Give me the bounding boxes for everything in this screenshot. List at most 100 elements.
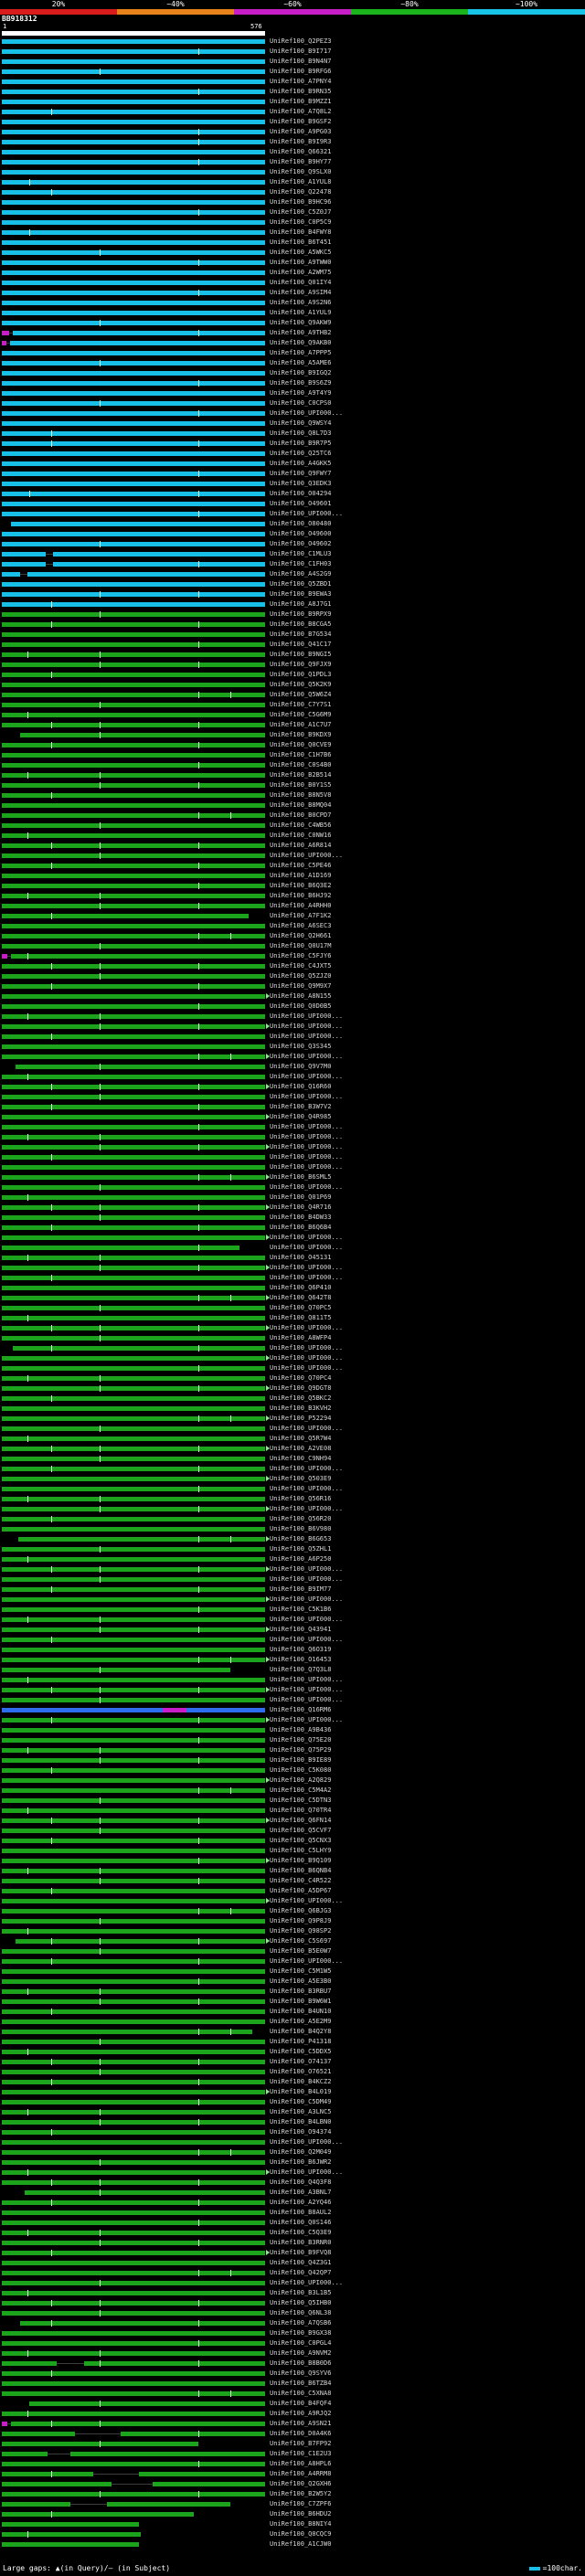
hit-bar-segment[interactable]	[2, 1085, 265, 1089]
hit-bar-segment[interactable]	[2, 1798, 265, 1803]
hit-bar-segment[interactable]	[2, 1467, 265, 1471]
hit-label[interactable]: UniRef100_Q9SLX0	[270, 168, 332, 175]
alignment-row[interactable]: UniRef100_Q1PDL3	[0, 670, 585, 680]
hit-label[interactable]: UniRef100_Q6O319	[270, 1646, 332, 1653]
hit-label[interactable]: UniRef100_C5LHY9	[270, 1847, 332, 1854]
hit-label[interactable]: UniRef100_C5DTN3	[270, 1797, 332, 1804]
alignment-row[interactable]: UniRef100_Q25TC6	[0, 449, 585, 459]
alignment-row[interactable]: UniRef100_UPI000...	[0, 1052, 585, 1062]
hit-label[interactable]: UniRef100_B6HDU2	[270, 2510, 332, 2518]
hit-label[interactable]: UniRef100_Q75P29	[270, 1746, 332, 1754]
hit-label[interactable]: UniRef100_Q9SYV6	[270, 2369, 332, 2377]
hit-bar-segment[interactable]	[2, 2311, 265, 2316]
hit-label[interactable]: UniRef100_Q9DGT8	[270, 1384, 332, 1392]
alignment-row[interactable]: UniRef100_UPI000...	[0, 1122, 585, 1132]
alignment-row[interactable]: UniRef100_Q6FN14	[0, 1816, 585, 1826]
hit-label[interactable]: UniRef100_UPI000...	[270, 1354, 344, 1362]
hit-label[interactable]: UniRef100_Q2H661	[270, 932, 332, 939]
hit-label[interactable]: UniRef100_A9RJQ2	[270, 2410, 332, 2417]
alignment-row[interactable]: UniRef100_Q01IY4	[0, 278, 585, 288]
hit-label[interactable]: UniRef100_B6Q3E2	[270, 882, 332, 889]
alignment-row[interactable]: UniRef100_Q2PEZ3	[0, 37, 585, 47]
alignment-row[interactable]: UniRef100_A9PG03	[0, 127, 585, 137]
alignment-row[interactable]: UniRef100_B4L019	[0, 2087, 585, 2097]
alignment-row[interactable]: UniRef100_Q9P8J9	[0, 1916, 585, 1926]
hit-bar-segment[interactable]	[2, 552, 46, 557]
hit-bar-segment[interactable]	[2, 59, 265, 64]
hit-bar-segment[interactable]	[2, 2391, 265, 2396]
alignment-row[interactable]: UniRef100_Q9SYV6	[0, 2369, 585, 2379]
hit-bar-segment[interactable]	[2, 512, 265, 516]
hit-label[interactable]: UniRef100_Q8L7D3	[270, 429, 332, 437]
hit-label[interactable]: UniRef100_A9PG03	[270, 128, 332, 135]
alignment-row[interactable]: UniRef100_C0S4B0	[0, 760, 585, 770]
alignment-row[interactable]: UniRef100_UPI000...	[0, 1595, 585, 1605]
hit-bar-segment[interactable]	[2, 632, 265, 637]
hit-label[interactable]: UniRef100_B9N4N7	[270, 58, 332, 65]
hit-bar-segment[interactable]	[2, 1979, 265, 1984]
alignment-row[interactable]: UniRef100_A9TWW0	[0, 258, 585, 268]
alignment-row[interactable]: UniRef100_B4LBN0	[0, 2117, 585, 2127]
hit-bar-segment[interactable]	[2, 2462, 265, 2466]
alignment-row[interactable]: UniRef100_C4WB56	[0, 821, 585, 831]
hit-label[interactable]: UniRef100_Q5IHB0	[270, 2299, 332, 2306]
hit-label[interactable]: UniRef100_P52294	[270, 1415, 332, 1422]
hit-label[interactable]: UniRef100_B6HJ92	[270, 892, 332, 899]
hit-bar-segment[interactable]	[2, 1688, 265, 1692]
hit-bar-segment[interactable]	[2, 140, 265, 144]
hit-bar-segment[interactable]	[2, 974, 265, 979]
alignment-row[interactable]: UniRef100_B8N5V8	[0, 790, 585, 800]
alignment-row[interactable]: UniRef100_A4S2G9	[0, 569, 585, 579]
alignment-row[interactable]: UniRef100_A9SN21	[0, 2419, 585, 2429]
hit-bar-segment[interactable]	[2, 1577, 265, 1582]
alignment-row[interactable]: UniRef100_B0Y1S5	[0, 780, 585, 790]
alignment-row[interactable]: UniRef100_UPI000...	[0, 1464, 585, 1474]
hit-bar-segment[interactable]	[2, 693, 265, 697]
hit-bar-segment[interactable]	[2, 602, 265, 607]
alignment-row[interactable]: UniRef100_UPI000...	[0, 1564, 585, 1574]
alignment-row[interactable]: UniRef100_B9RPX9	[0, 610, 585, 620]
alignment-row[interactable]: UniRef100_Q5R7W4	[0, 1434, 585, 1444]
alignment-row[interactable]: UniRef100_UPI000...	[0, 1072, 585, 1082]
hit-label[interactable]: UniRef100_B6T451	[270, 239, 332, 246]
hit-bar-segment[interactable]	[2, 813, 265, 818]
hit-bar-segment[interactable]	[2, 1497, 265, 1501]
hit-label[interactable]: UniRef100_O74137	[270, 2058, 332, 2065]
hit-bar-segment[interactable]	[2, 441, 265, 446]
alignment-row[interactable]: UniRef100_Q5ZBD1	[0, 579, 585, 589]
hit-label[interactable]: UniRef100_UPI000...	[270, 1716, 344, 1723]
alignment-row[interactable]: UniRef100_A8N155	[0, 991, 585, 1002]
alignment-row[interactable]: UniRef100_C0PGL4	[0, 2338, 585, 2348]
hit-bar-segment[interactable]	[2, 270, 265, 275]
hit-bar-segment[interactable]	[2, 1225, 265, 1230]
alignment-row[interactable]: UniRef100_C5Q3E9	[0, 2228, 585, 2238]
hit-bar-segment[interactable]	[2, 703, 265, 707]
hit-label[interactable]: UniRef100_B9Q109	[270, 1857, 332, 1864]
hit-bar-segment[interactable]	[2, 1668, 230, 1672]
hit-label[interactable]: UniRef100_UPI000...	[270, 1505, 344, 1512]
alignment-row[interactable]: UniRef100_Q7Q3L8	[0, 1665, 585, 1675]
hit-label[interactable]: UniRef100_B4FWY8	[270, 228, 332, 236]
hit-bar-segment[interactable]	[27, 572, 265, 577]
alignment-row[interactable]: UniRef100_A1C7U7	[0, 720, 585, 730]
alignment-row[interactable]: UniRef100_A4RHH0	[0, 901, 585, 911]
hit-label[interactable]: UniRef100_A8N155	[270, 992, 332, 1000]
hit-label[interactable]: UniRef100_B9I9R3	[270, 138, 332, 145]
alignment-row[interactable]: UniRef100_Q0U17M	[0, 941, 585, 951]
hit-label[interactable]: UniRef100_Q41C17	[270, 641, 332, 648]
alignment-row[interactable]: UniRef100_B9IM77	[0, 1585, 585, 1595]
hit-bar-segment[interactable]	[2, 2090, 265, 2094]
alignment-row[interactable]: UniRef100_A5E2M9	[0, 2017, 585, 2027]
hit-bar-segment[interactable]	[2, 2200, 265, 2205]
hit-bar-segment[interactable]	[186, 1708, 265, 1712]
hit-label[interactable]: UniRef100_A5E2M9	[270, 2018, 332, 2025]
hit-label[interactable]: UniRef100_A4RRM8	[270, 2470, 332, 2477]
hit-label[interactable]: UniRef100_D0A4K6	[270, 2430, 332, 2437]
hit-bar-segment[interactable]	[19, 2321, 265, 2326]
hit-label[interactable]: UniRef100_B5E0W7	[270, 1947, 332, 1955]
hit-bar-segment[interactable]	[2, 421, 265, 426]
alignment-row[interactable]: UniRef100_A4RRM8	[0, 2469, 585, 2479]
hit-bar-segment[interactable]	[2, 904, 265, 908]
hit-bar-segment[interactable]	[2, 723, 265, 727]
hit-bar-segment[interactable]	[2, 2100, 265, 2104]
